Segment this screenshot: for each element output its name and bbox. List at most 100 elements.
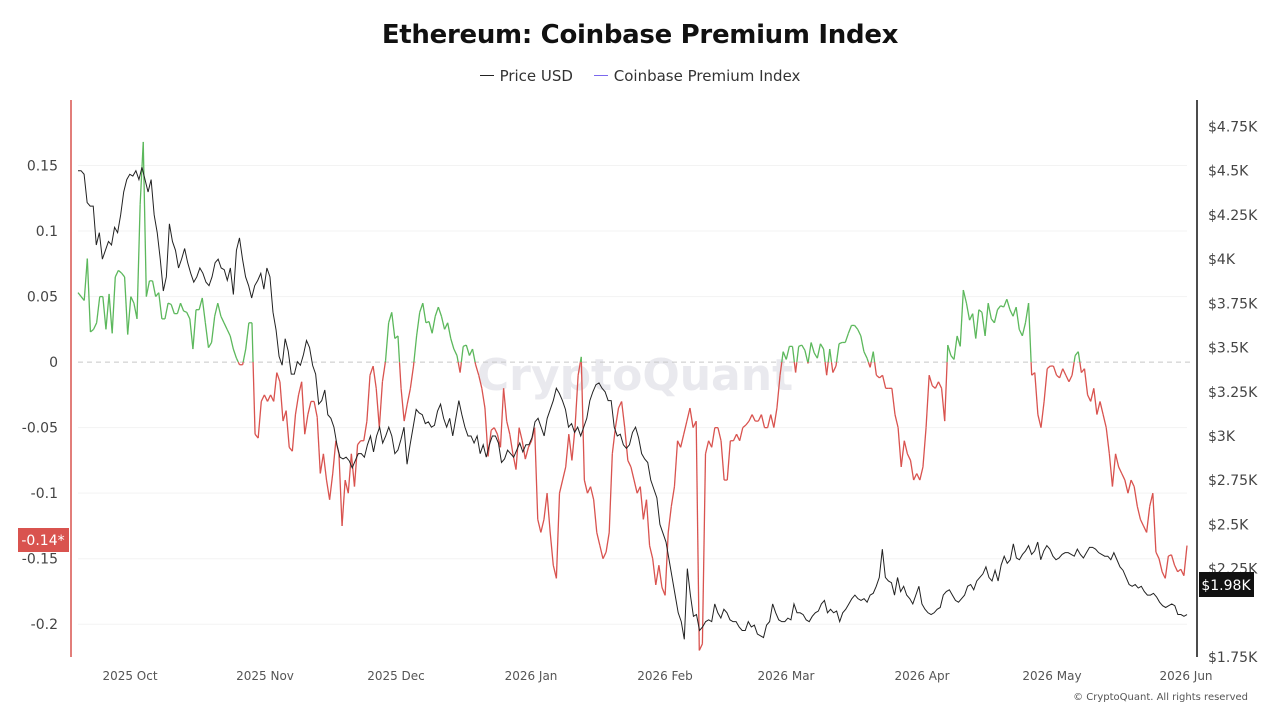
premium-segment bbox=[810, 342, 815, 354]
right-tick-label: $4.25K bbox=[1208, 208, 1258, 224]
premium-segment bbox=[857, 329, 862, 337]
premium-segment bbox=[1027, 303, 1032, 363]
current-price-label: $1.98K bbox=[1201, 578, 1251, 594]
premium-segment bbox=[1161, 571, 1166, 579]
premium-segment bbox=[111, 276, 116, 334]
premium-segment bbox=[611, 427, 617, 454]
legend-swatch-price bbox=[479, 75, 494, 76]
left-tick-label: -0.1 bbox=[31, 486, 58, 502]
current-premium-badge: -0.14* bbox=[18, 528, 69, 552]
premium-segment bbox=[1114, 453, 1120, 468]
premium-segment bbox=[558, 479, 564, 494]
watermark: CryptoQuant bbox=[477, 350, 793, 401]
premium-segment bbox=[328, 473, 334, 500]
premium-segment bbox=[596, 532, 601, 546]
premium-segment bbox=[440, 316, 446, 330]
premium-segment bbox=[608, 453, 613, 533]
premium-segment bbox=[276, 372, 281, 382]
premium-segment bbox=[1059, 368, 1064, 379]
premium-segment bbox=[443, 322, 449, 330]
premium-segment bbox=[580, 362, 585, 481]
premium-segment bbox=[866, 357, 869, 363]
premium-segment bbox=[1009, 309, 1014, 317]
premium-segment bbox=[717, 427, 722, 441]
premium-segment bbox=[422, 303, 427, 323]
premium-segment bbox=[419, 302, 424, 313]
premium-segment bbox=[796, 346, 800, 363]
premium-segment bbox=[325, 479, 331, 500]
premium-segment bbox=[413, 335, 418, 363]
premium-segment bbox=[176, 302, 182, 314]
premium-segment bbox=[776, 375, 781, 409]
premium-segment bbox=[192, 309, 197, 350]
premium-segment bbox=[114, 270, 119, 278]
premium-segment bbox=[701, 453, 707, 644]
premium-segment bbox=[201, 297, 207, 323]
premium-segment bbox=[229, 335, 234, 350]
premium-segment bbox=[847, 325, 853, 334]
premium-segment bbox=[381, 362, 386, 382]
premium-segment bbox=[652, 558, 657, 585]
right-tick-label: $1.75K bbox=[1208, 650, 1258, 666]
premium-segment bbox=[273, 372, 278, 402]
premium-segment bbox=[139, 141, 144, 205]
left-tick-label: 0 bbox=[49, 355, 58, 371]
premium-segment bbox=[1118, 466, 1123, 474]
legend-item-premium[interactable]: Coinbase Premium Index bbox=[593, 67, 800, 85]
premium-segment bbox=[145, 280, 151, 297]
premium-segment bbox=[1018, 329, 1023, 337]
premium-segment bbox=[1021, 322, 1027, 337]
right-tick-label: $3.25K bbox=[1208, 385, 1258, 401]
premium-segment bbox=[1003, 298, 1008, 308]
premium-segment bbox=[493, 427, 498, 435]
premium-segment bbox=[589, 486, 595, 500]
premium-segment bbox=[1152, 493, 1157, 553]
premium-segment bbox=[742, 424, 747, 429]
left-tick-label: 0.05 bbox=[27, 290, 58, 306]
premium-segment bbox=[1062, 368, 1067, 376]
legend-item-price[interactable]: Price USD bbox=[479, 67, 573, 85]
premium-segment bbox=[909, 460, 915, 481]
premium-segment bbox=[291, 414, 297, 452]
premium-segment bbox=[1073, 355, 1076, 363]
premium-segment bbox=[217, 302, 222, 317]
premium-segment bbox=[785, 346, 791, 360]
premium-segment bbox=[136, 204, 141, 319]
premium-segment bbox=[207, 342, 213, 349]
premium-segment bbox=[807, 342, 812, 363]
premium-segment bbox=[397, 335, 401, 363]
premium-segment bbox=[319, 453, 325, 474]
premium-segment bbox=[282, 410, 287, 422]
premium-segment bbox=[1068, 374, 1073, 383]
premium-segment bbox=[835, 343, 840, 363]
premium-segment bbox=[400, 388, 405, 422]
premium-segment bbox=[1121, 473, 1126, 481]
premium-segment bbox=[639, 486, 645, 520]
premium-segment bbox=[285, 410, 290, 448]
premium-segment bbox=[1079, 362, 1083, 373]
premium-segment bbox=[478, 375, 483, 389]
premium-segment bbox=[854, 325, 859, 330]
premium-segment bbox=[167, 302, 172, 306]
premium-segment bbox=[735, 433, 741, 442]
premium-segment bbox=[620, 401, 626, 428]
premium-segment bbox=[1108, 453, 1114, 487]
premium-segment bbox=[940, 388, 946, 422]
premium-segment bbox=[568, 434, 573, 461]
premium-segment bbox=[565, 434, 570, 468]
x-tick-label: 2025 Dec bbox=[367, 669, 425, 683]
right-axis-ticks: $4.75K $4.5K $4.25K $4K $3.75K $3.5K $3.25K $3K… bbox=[1208, 120, 1258, 666]
premium-segment bbox=[946, 345, 949, 363]
premium-segment bbox=[363, 420, 368, 441]
premium-segment bbox=[667, 506, 672, 533]
premium-segment bbox=[962, 289, 968, 304]
premium-segment bbox=[375, 388, 380, 428]
current-price-badge: $1.98K bbox=[1199, 572, 1254, 597]
premium-segment bbox=[90, 328, 94, 333]
premium-segment bbox=[891, 388, 896, 415]
premium-segment bbox=[664, 532, 669, 596]
premium-segment bbox=[263, 394, 269, 402]
premium-segment bbox=[1052, 365, 1058, 376]
premium-segment bbox=[602, 551, 607, 559]
